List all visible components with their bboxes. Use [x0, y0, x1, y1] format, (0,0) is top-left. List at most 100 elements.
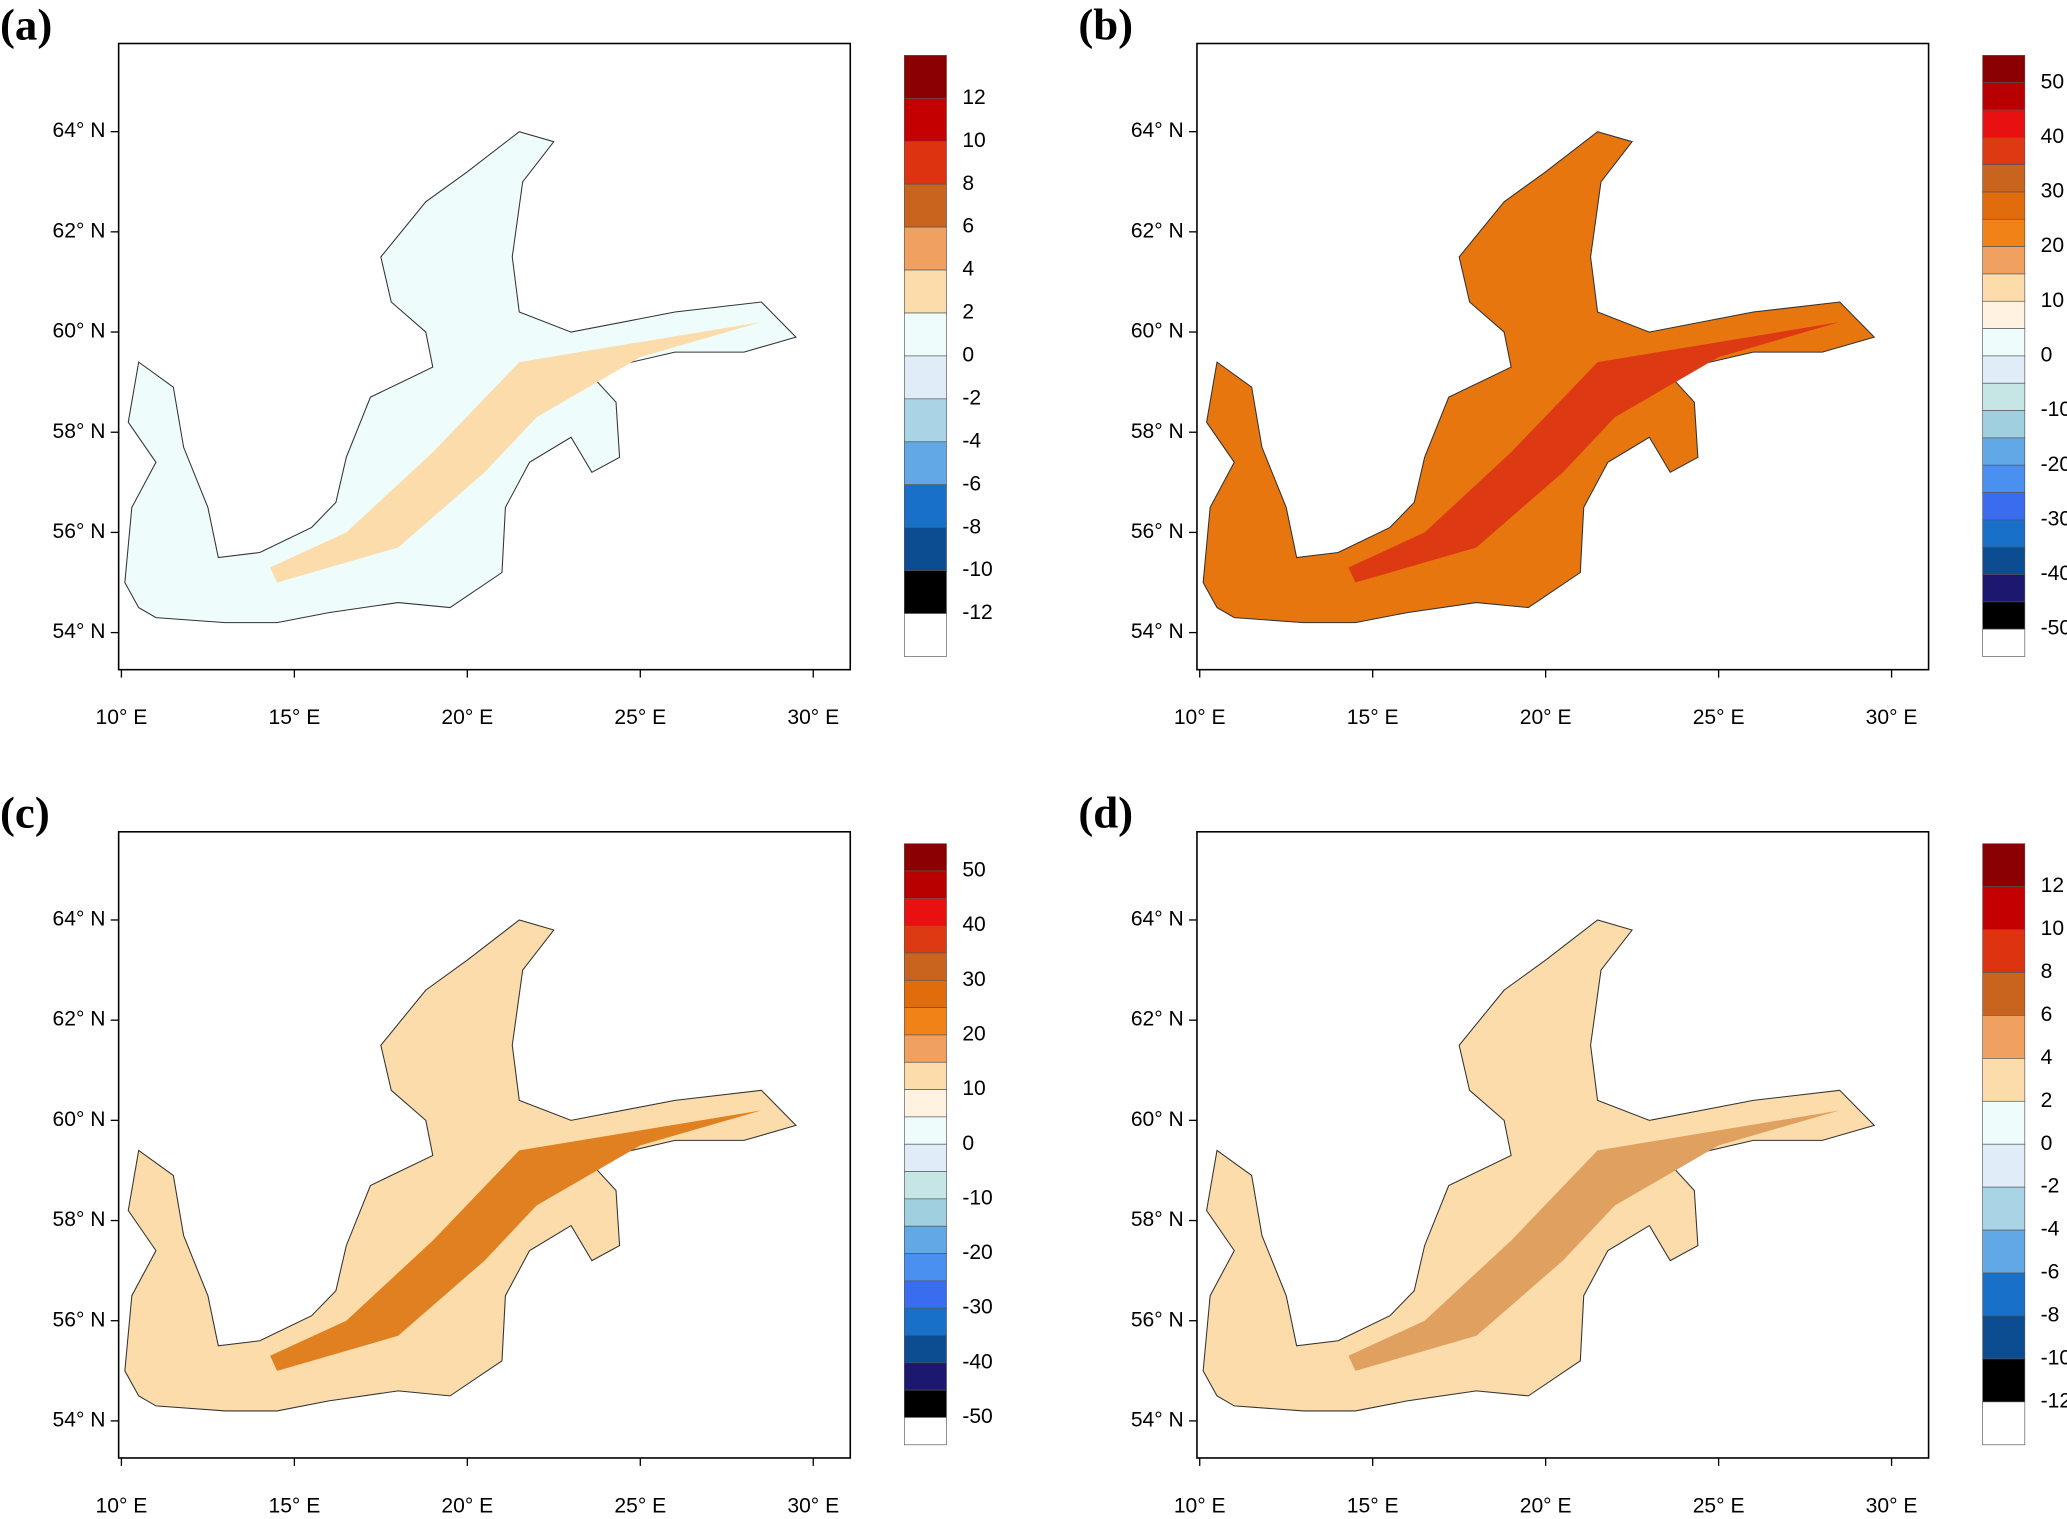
colorbar-label: 0 [962, 344, 974, 367]
colorbar-swatch [1982, 843, 2026, 887]
colorbar-swatch [1982, 519, 2026, 548]
colorbar-swatch [1982, 1401, 2026, 1446]
colorbar-swatch [1982, 55, 2026, 84]
lat-tick-label: 62° N [1131, 219, 1184, 242]
colorbar-swatch [903, 925, 947, 954]
colorbar-swatch [1982, 382, 2026, 411]
colorbar-swatch [903, 183, 947, 228]
colorbar-swatch [1982, 1100, 2026, 1145]
colorbar-label: 12 [962, 86, 985, 109]
lat-tick-label: 56° N [53, 1308, 106, 1331]
colorbar-label: 10 [962, 1077, 985, 1100]
lat-tick-label: 54° N [1131, 1408, 1184, 1431]
lat-tick-label: 62° N [53, 219, 106, 242]
map-frame [1196, 831, 1930, 1459]
colorbar-label: -50 [2041, 617, 2067, 640]
colorbar-label: 40 [2041, 125, 2064, 148]
lon-tick-label: 25° E [614, 706, 666, 729]
colorbar-swatch [1982, 300, 2026, 329]
map-frame [117, 831, 852, 1459]
colorbar-swatch [903, 1034, 947, 1063]
lon-tick-label: 30° E [787, 706, 839, 729]
lon-tick-label: 25° E [1693, 706, 1745, 729]
lat-tick-label: 64° N [53, 119, 106, 142]
colorbar-label: -12 [2041, 1389, 2067, 1412]
colorbar-swatch [903, 1417, 947, 1446]
sea-field [1202, 919, 1876, 1412]
colorbar-label: -10 [2041, 398, 2067, 421]
colorbar-swatch [1982, 273, 2026, 302]
lon-tick-label: 20° E [441, 706, 493, 729]
lat-tick-label: 54° N [1131, 620, 1184, 643]
colorbar-label: -50 [962, 1405, 992, 1428]
colorbar-swatch [903, 97, 947, 142]
colorbar-label: 6 [2041, 1003, 2053, 1026]
colorbar-swatch [903, 897, 947, 926]
colorbar-swatch [1982, 1272, 2026, 1317]
colorbar-swatch [1982, 355, 2026, 384]
colorbar-label: -20 [962, 1241, 992, 1264]
lat-tick-label: 56° N [1131, 520, 1184, 543]
colorbar-label: -6 [2041, 1261, 2060, 1284]
colorbar-label: -20 [2041, 453, 2067, 476]
lat-tick-label: 64° N [1131, 119, 1184, 142]
colorbar-swatch [903, 441, 947, 486]
colorbar-label: -12 [962, 601, 992, 624]
colorbar-label: 10 [962, 129, 985, 152]
colorbar-swatch [1982, 1229, 2026, 1274]
colorbar-swatch [903, 1007, 947, 1036]
lat-tick-label: 56° N [53, 520, 106, 543]
colorbar-label: 10 [2041, 289, 2064, 312]
lat-tick-label: 62° N [1131, 1008, 1184, 1031]
colorbar-swatch [1982, 437, 2026, 466]
colorbar-swatch [903, 140, 947, 185]
lon-tick-label: 10° E [1174, 1494, 1226, 1517]
colorbar-label: 50 [962, 859, 985, 882]
lat-tick-label: 60° N [1131, 1108, 1184, 1131]
colorbar-label: 2 [2041, 1089, 2053, 1112]
lon-tick-label: 25° E [1693, 1494, 1745, 1517]
sea-field-core [1348, 322, 1840, 583]
colorbar-swatch [903, 527, 947, 571]
colorbar-swatch [1982, 1358, 2026, 1403]
colorbar-swatch [903, 269, 947, 314]
lat-tick-label: 54° N [53, 1408, 106, 1431]
panel: (b) 64° N 62° N 60° N 58° N 56° N 54° N 10° E 15… [1078, 0, 2067, 729]
colorbar-swatch [903, 870, 947, 899]
colorbar-label: 20 [2041, 234, 2064, 257]
colorbar-swatch [1982, 82, 2026, 111]
lon-tick-label: 25° E [614, 1494, 666, 1517]
colorbar-label: 8 [962, 172, 974, 195]
lat-tick-label: 56° N [1131, 1308, 1184, 1331]
panel-label: (b) [1078, 0, 1133, 49]
colorbar-label: 12 [2041, 874, 2064, 897]
lon-tick-label: 20° E [1520, 706, 1572, 729]
colorbar-swatch [1982, 574, 2026, 603]
lon-tick-label: 15° E [268, 706, 320, 729]
colorbar-swatch [903, 1061, 947, 1090]
colorbar-swatch [1982, 929, 2026, 973]
colorbar-swatch [903, 1307, 947, 1336]
colorbar-label: -8 [2041, 1304, 2060, 1327]
colorbar-swatch [903, 570, 947, 614]
colorbar-swatch [903, 1143, 947, 1172]
panel: (c) 64° N 62° N 60° N 58° N 56° N 54° N 10° E 15… [0, 788, 993, 1518]
colorbar-swatch [903, 1116, 947, 1145]
colorbar-swatch [1982, 191, 2026, 220]
colorbar-label: -4 [962, 429, 981, 452]
colorbar-swatch [1982, 972, 2026, 1016]
colorbar-swatch [903, 1362, 947, 1391]
colorbar-swatch [1982, 164, 2026, 193]
colorbar-swatch [1982, 137, 2026, 165]
colorbar-swatch [903, 1089, 947, 1118]
colorbar-label: 10 [2041, 917, 2064, 940]
colorbar-swatch [1982, 886, 2026, 930]
colorbar-swatch [1982, 328, 2026, 357]
lon-tick-label: 20° E [441, 1494, 493, 1517]
lon-tick-label: 30° E [1866, 706, 1918, 729]
colorbar-swatch [903, 613, 947, 657]
lat-tick-label: 62° N [53, 1008, 106, 1031]
colorbar-swatch [903, 952, 947, 981]
map-frame [117, 42, 852, 671]
colorbar-swatch [903, 843, 947, 872]
